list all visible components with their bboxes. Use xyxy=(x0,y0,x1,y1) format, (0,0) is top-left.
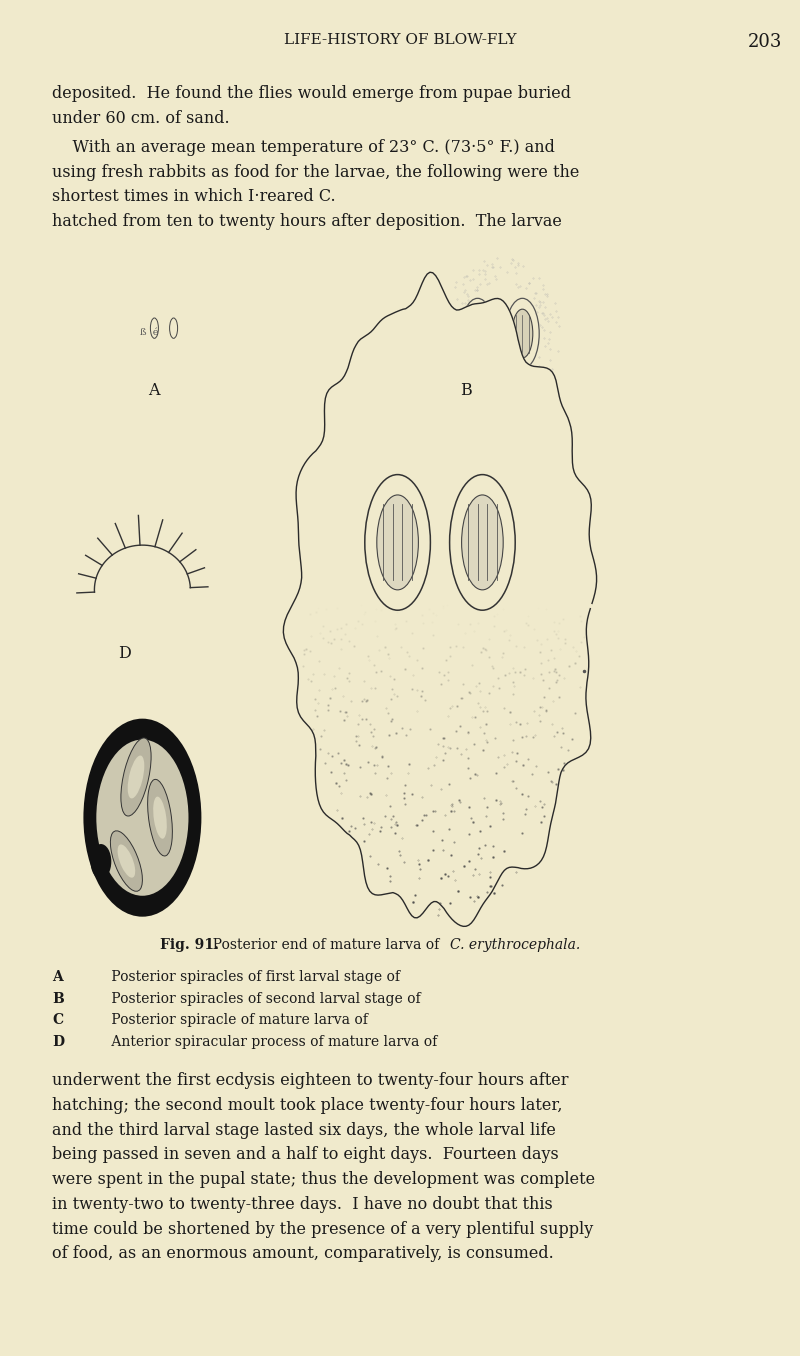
Text: C: C xyxy=(100,743,112,761)
Polygon shape xyxy=(283,273,597,926)
Text: Fig. 91.: Fig. 91. xyxy=(160,938,219,952)
Text: were spent in the pupal state; thus the development was complete: were spent in the pupal state; thus the … xyxy=(52,1172,595,1188)
Text: A: A xyxy=(52,971,62,984)
Text: D: D xyxy=(118,645,131,663)
Ellipse shape xyxy=(462,495,503,590)
Text: time could be shortened by the presence of a very plentiful supply: time could be shortened by the presence … xyxy=(52,1220,594,1238)
Text: deposited.  He found the flies would emerge from pupae buried: deposited. He found the flies would emer… xyxy=(52,85,571,103)
Circle shape xyxy=(85,720,200,915)
Text: B: B xyxy=(460,382,472,400)
Text: and the third larval stage lasted six days, the whole larval life: and the third larval stage lasted six da… xyxy=(52,1121,556,1139)
Ellipse shape xyxy=(118,845,135,877)
Text: in twenty-two to twenty-three days.  I have no doubt that this: in twenty-two to twenty-three days. I ha… xyxy=(52,1196,553,1212)
Text: Posterior spiracle of mature larva of: Posterior spiracle of mature larva of xyxy=(106,1013,372,1028)
Ellipse shape xyxy=(365,475,430,610)
Text: C: C xyxy=(52,1013,63,1028)
Ellipse shape xyxy=(377,495,418,590)
Text: shortest times in which I·reared C.: shortest times in which I·reared C. xyxy=(52,188,341,205)
Ellipse shape xyxy=(128,755,144,799)
Text: being passed in seven and a half to eight days.  Fourteen days: being passed in seven and a half to eigh… xyxy=(52,1146,558,1163)
Text: using fresh rabbits as food for the larvae, the following were the: using fresh rabbits as food for the larv… xyxy=(52,164,579,180)
Text: B: B xyxy=(52,993,64,1006)
Ellipse shape xyxy=(506,298,539,369)
Text: Posterior end of mature larva of: Posterior end of mature larva of xyxy=(204,938,444,952)
Text: under 60 cm. of sand.: under 60 cm. of sand. xyxy=(52,110,230,127)
Circle shape xyxy=(96,739,189,896)
Ellipse shape xyxy=(512,309,533,358)
Ellipse shape xyxy=(121,738,151,816)
Text: Posterior spiracles of second larval stage of: Posterior spiracles of second larval sta… xyxy=(106,993,425,1006)
Text: A: A xyxy=(148,382,159,400)
Ellipse shape xyxy=(450,475,515,610)
Text: 203: 203 xyxy=(748,33,782,52)
Ellipse shape xyxy=(461,298,494,369)
Text: underwent the first ecdysis eighteen to twenty-four hours after: underwent the first ecdysis eighteen to … xyxy=(52,1073,569,1089)
Text: hatched from ten to twenty hours after deposition.  The larvae: hatched from ten to twenty hours after d… xyxy=(52,213,562,231)
Text: ß  é: ß é xyxy=(140,328,158,338)
Text: Anterior spiracular process of mature larva of: Anterior spiracular process of mature la… xyxy=(106,1035,442,1048)
Text: C. erythrocephala.: C. erythrocephala. xyxy=(450,938,581,952)
Ellipse shape xyxy=(148,780,172,856)
Circle shape xyxy=(90,843,111,879)
Text: With an average mean temperature of 23° C. (73·5° F.) and: With an average mean temperature of 23° … xyxy=(52,138,555,156)
Text: hatching; the second moult took place twenty-four hours later,: hatching; the second moult took place tw… xyxy=(52,1097,562,1115)
Ellipse shape xyxy=(467,309,488,358)
Text: Posterior spiracles of first larval stage of: Posterior spiracles of first larval stag… xyxy=(106,971,404,984)
Text: of food, as an enormous amount, comparatively, is consumed.: of food, as an enormous amount, comparat… xyxy=(52,1245,554,1262)
Ellipse shape xyxy=(153,796,167,839)
Text: LIFE-HISTORY OF BLOW-FLY: LIFE-HISTORY OF BLOW-FLY xyxy=(284,33,516,47)
Text: D: D xyxy=(52,1035,64,1048)
Ellipse shape xyxy=(110,831,142,891)
